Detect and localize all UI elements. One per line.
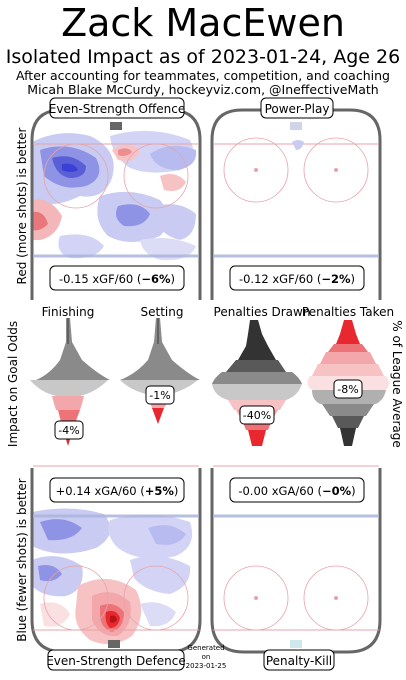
violin-name-finishing: Finishing — [42, 305, 95, 319]
top-left-axis-label: Red (more shots) is better — [15, 127, 29, 284]
es-offence-stat: -0.15 xGF/60 (−6%) — [59, 272, 175, 286]
violin-value-penalties-drawn: -40% — [243, 409, 271, 422]
es-offence-label: Even-Strength Offence — [49, 102, 185, 116]
bottom-left-axis-label: Blue (fewer shots) is better — [15, 478, 29, 641]
violin-value-setting: -1% — [149, 389, 170, 402]
chart-title: Zack MacEwen — [61, 1, 345, 45]
violin-penalties-drawn — [212, 320, 302, 446]
violin-finishing — [30, 318, 110, 446]
violin-setting — [120, 318, 200, 424]
chart-subtitle: Isolated Impact as of 2023-01-24, Age 26 — [5, 46, 401, 68]
mid-right-axis-label: % of League Average — [390, 320, 404, 448]
generated-line1: Generated — [187, 644, 224, 652]
pp-label: Power-Play — [265, 102, 330, 116]
chart-credit: Micah Blake McCurdy, hockeyviz.com, @Ine… — [27, 82, 379, 97]
pk-stat: -0.00 xGA/60 (−0%) — [238, 484, 355, 498]
es-defence-label: Even-Strength Defence — [46, 654, 186, 668]
es-offence-heatmap — [32, 130, 197, 261]
es-defence-heatmap — [32, 508, 193, 645]
es-defence-stat: +0.14 xGA/60 (+5%) — [56, 484, 179, 498]
pp-heat-spot — [292, 140, 304, 150]
mid-left-axis-label: Impact on Goal Odds — [6, 321, 20, 447]
generated-line2: on — [202, 653, 211, 661]
pk-label: Penalty-Kill — [266, 654, 332, 668]
violin-name-penalties-taken: Penalties Taken — [302, 305, 394, 319]
chart-note: After accounting for teammates, competit… — [16, 68, 390, 83]
violin-name-setting: Setting — [141, 305, 184, 319]
es-offence-rink — [30, 108, 202, 300]
pp-stat: -0.12 xGF/60 (−2%) — [239, 272, 355, 286]
violin-name-penalties-drawn: Penalties Drawn — [214, 305, 311, 319]
violin-value-finishing: -4% — [58, 424, 79, 437]
violin-value-penalties-taken: -8% — [337, 383, 358, 396]
generated-date: 2023-01-25 — [186, 662, 227, 670]
